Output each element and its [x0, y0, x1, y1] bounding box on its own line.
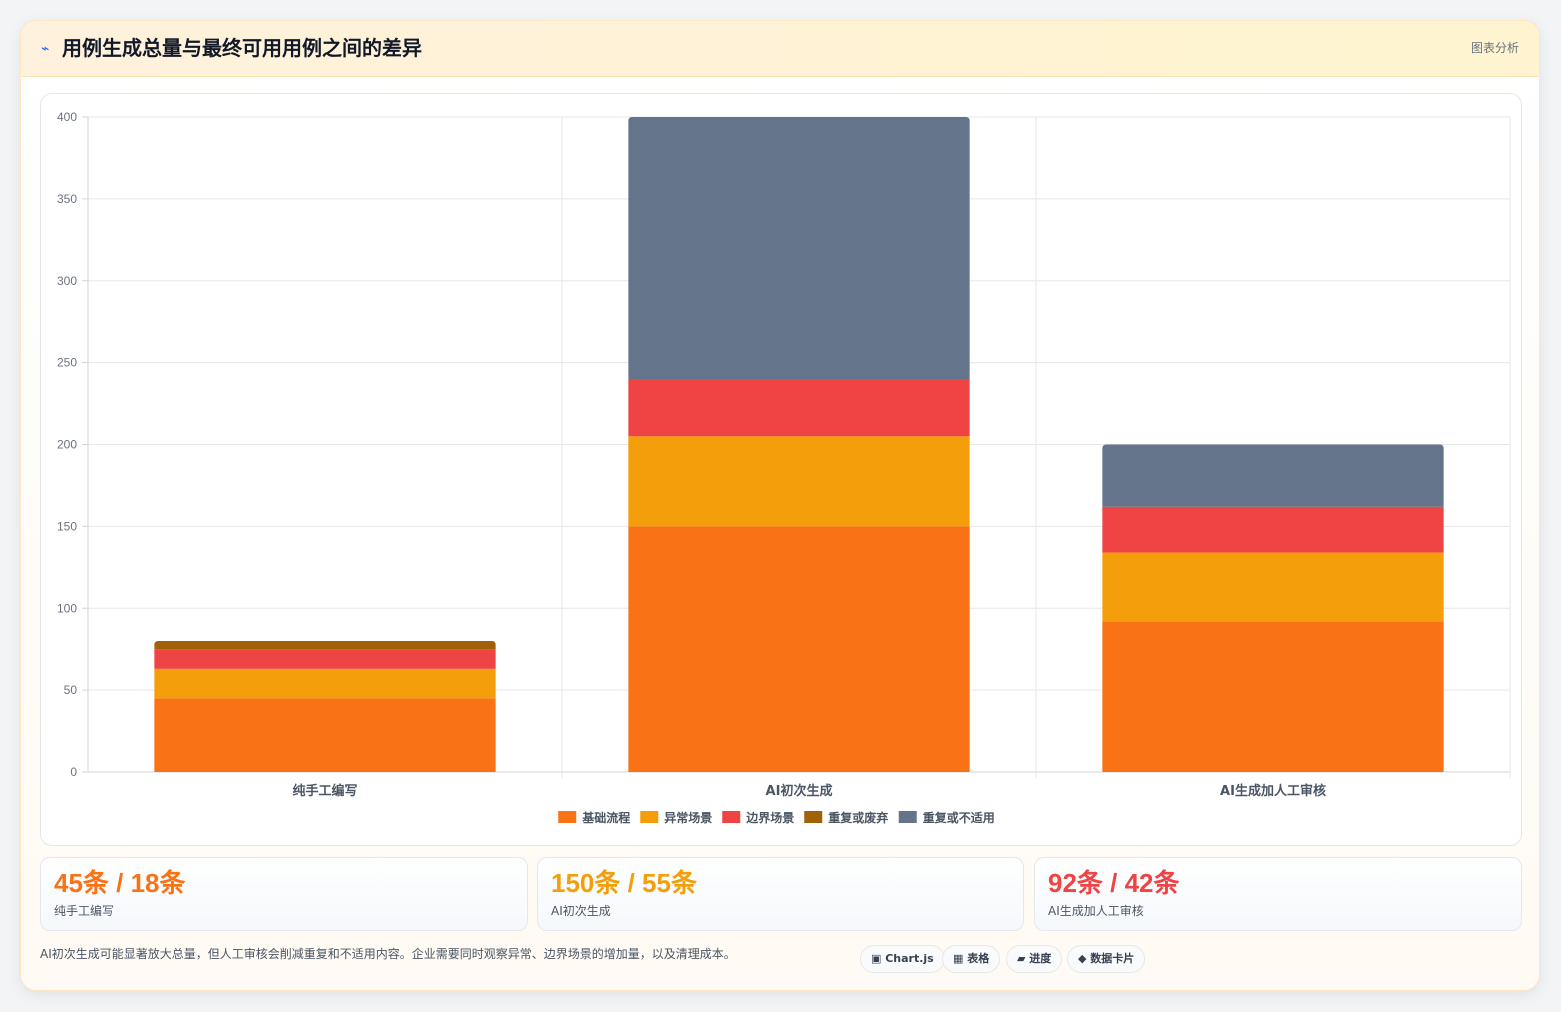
y-tick-label: 50 — [64, 683, 78, 697]
x-tick-label: AI初次生成 — [766, 783, 833, 799]
legend-swatch — [640, 811, 659, 823]
y-tick-label: 200 — [57, 438, 77, 452]
bar-segment — [154, 641, 496, 650]
stat-label: AI初次生成 — [551, 904, 611, 918]
y-tick-label: 350 — [57, 192, 77, 206]
chip-progress[interactable]: ▰ 进度 — [1006, 945, 1063, 973]
stat-value: 92条 / 42条 — [1048, 868, 1180, 898]
legend-swatch — [898, 811, 917, 823]
bar-segment — [154, 649, 496, 669]
x-tick-label: AI生成加人工审核 — [1220, 783, 1326, 799]
page-title: 用例生成总量与最终可用用例之间的差异 — [62, 36, 422, 60]
legend-label: 重复或不适用 — [923, 810, 995, 825]
y-tick-label: 150 — [57, 519, 77, 533]
bar-segment — [1102, 444, 1444, 507]
bar-segment — [1102, 506, 1444, 553]
y-tick-label: 0 — [70, 765, 77, 779]
x-tick-label: 纯手工编写 — [292, 783, 357, 799]
stat-card: 92条 / 42条 AI生成加人工审核 — [1034, 857, 1522, 931]
footnote: AI初次生成可能显著放大总量，但人工审核会削减重复和不适用内容。企业需要同时观察… — [40, 947, 736, 961]
bar-segment — [1102, 621, 1444, 772]
bar-segment — [628, 117, 970, 379]
stat-label: AI生成加人工审核 — [1048, 904, 1144, 918]
chart-card: ⌁ 用例生成总量与最终可用用例之间的差异 图表分析 0 50 100 150 200 25… — [20, 20, 1540, 991]
stat-label: 纯手工编写 — [54, 904, 115, 918]
y-tick-label: 100 — [57, 601, 77, 615]
stacked-bar-chart: 0 50 100 150 200 250 300 350 400 纯手工编写 AI初次生成 AI生成加… — [57, 110, 1511, 825]
card-header: ⌁ 用例生成总量与最终可用用例之间的差异 图表分析 — [21, 21, 1539, 77]
stat-value: 150条 / 55条 — [551, 868, 697, 898]
bar-segment — [628, 379, 970, 437]
y-tick-label: 400 — [57, 110, 77, 124]
bar-segment — [628, 526, 970, 772]
chart-container: 0 50 100 150 200 250 300 350 400 纯手工编写 AI初次生成 AI生成加… — [40, 93, 1522, 846]
chip-table[interactable]: ▦ 表格 — [942, 945, 1001, 973]
legend-label: 边界场景 — [745, 810, 794, 825]
chip-chartjs[interactable]: ▣ Chart.js — [860, 945, 945, 973]
lightning-icon: ⌁ — [41, 41, 50, 57]
chip-data-card[interactable]: ◆ 数据卡片 — [1067, 945, 1146, 973]
legend-swatch — [722, 811, 741, 823]
legend-label: 重复或废弃 — [828, 810, 888, 825]
stat-card: 45条 / 18条 纯手工编写 — [40, 857, 528, 931]
y-tick-label: 250 — [57, 356, 77, 370]
bar-segment — [154, 668, 496, 699]
stats-row: 45条 / 18条 纯手工编写 150条 / 55条 AI初次生成 92条 / … — [40, 857, 1522, 931]
legend-label: 异常场景 — [664, 810, 712, 825]
legend-swatch — [558, 811, 577, 823]
stat-value: 45条 / 18条 — [54, 868, 186, 898]
stat-card: 150条 / 55条 AI初次生成 — [537, 857, 1024, 931]
y-tick-label: 300 — [57, 274, 77, 288]
bar-segment — [628, 436, 970, 527]
legend-label: 基础流程 — [581, 810, 630, 825]
legend-swatch — [804, 811, 823, 823]
bar-segment — [1102, 552, 1444, 622]
bar-segment — [154, 698, 496, 772]
category-tag: 图表分析 — [1470, 41, 1519, 55]
